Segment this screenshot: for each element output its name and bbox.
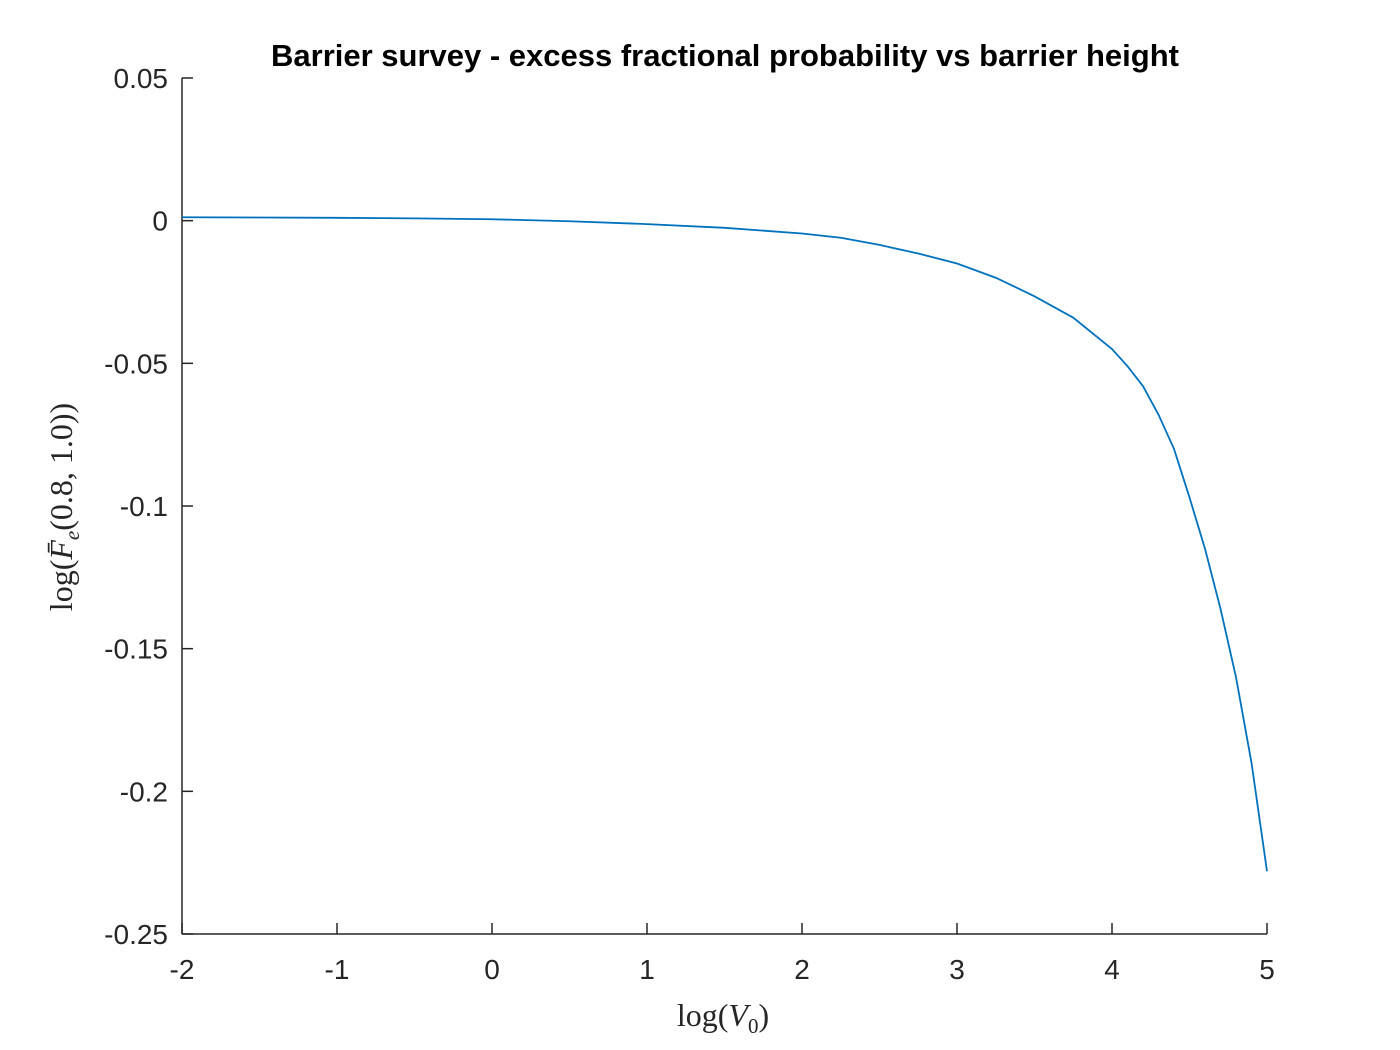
x-tick-label: 5 bbox=[1259, 954, 1275, 985]
chart-title: Barrier survey - excess fractional proba… bbox=[271, 38, 1179, 73]
x-tick-label: -2 bbox=[170, 954, 195, 985]
y-tick-label: -0.15 bbox=[104, 634, 168, 665]
y-ticks: 0.05 0 -0.05 -0.1 -0.15 -0.2 -0.25 bbox=[104, 63, 193, 950]
y-tick-label: -0.05 bbox=[104, 348, 168, 379]
x-tick-label: 4 bbox=[1104, 954, 1120, 985]
x-tick-label: 1 bbox=[639, 954, 655, 985]
x-axis-label: log(V0) bbox=[677, 997, 769, 1038]
y-tick-label: -0.25 bbox=[104, 919, 168, 950]
x-tick-label: 3 bbox=[949, 954, 965, 985]
y-tick-label: -0.2 bbox=[120, 776, 168, 807]
x-tick-label: 0 bbox=[484, 954, 500, 985]
series-group bbox=[181, 216, 1268, 872]
y-tick-label: 0 bbox=[152, 206, 168, 237]
x-tick-label: 2 bbox=[794, 954, 810, 985]
y-axis-label: log(F̄e(0.8, 1.0)) bbox=[43, 403, 84, 611]
x-tick-label: -1 bbox=[325, 954, 350, 985]
y-tick-label: 0.05 bbox=[114, 63, 169, 94]
series-line bbox=[181, 216, 1268, 872]
y-tick-label: -0.1 bbox=[120, 491, 168, 522]
axes bbox=[181, 78, 1267, 935]
x-ticks: -2 -1 0 1 2 3 4 5 bbox=[170, 923, 1275, 985]
